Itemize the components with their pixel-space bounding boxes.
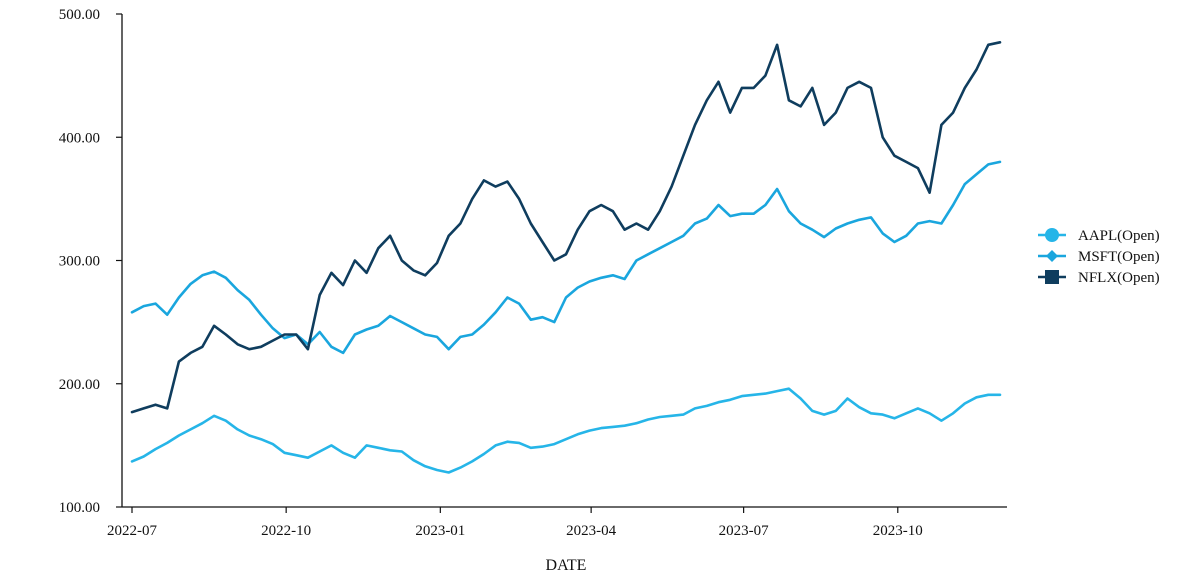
x-tick-label: 2023-04: [566, 523, 616, 539]
legend-label-aapl-open: AAPL(Open): [1078, 228, 1160, 244]
legend-marker-nflx-open: [1045, 270, 1059, 284]
axes: [121, 14, 1007, 508]
x-tick-label: 2023-10: [873, 523, 923, 539]
y-tick-label: 100.00: [59, 500, 100, 516]
x-tick-label: 2022-07: [107, 523, 157, 539]
y-tick-label: 500.00: [59, 7, 100, 23]
legend-label-nflx-open: NFLX(Open): [1078, 270, 1160, 286]
y-ticks: 100.00 200.00 300.00 400.00 500.00: [59, 7, 122, 516]
x-tick-label: 2023-01: [415, 523, 465, 539]
legend-label-msft-open: MSFT(Open): [1078, 249, 1160, 265]
x-ticks: 2022-07 2022-10 2023-01 2023-04 2023-07 2023-…: [107, 507, 923, 539]
x-tick-label: 2023-07: [719, 523, 769, 539]
series-line-nflx-open: [130, 41, 1002, 414]
series-line-aapl-open: [130, 387, 1002, 474]
legend: AAPL(Open) MSFT(Open) NFLX(Open): [1038, 228, 1160, 286]
legend-marker-aapl-open: [1045, 228, 1059, 242]
legend-marker-msft-open: [1046, 250, 1058, 262]
y-tick-label: 200.00: [59, 377, 100, 393]
x-tick-label: 2022-10: [261, 523, 311, 539]
y-tick-label: 400.00: [59, 130, 100, 146]
x-axis-title: DATE: [546, 557, 587, 574]
series-line-msft-open: [130, 160, 1002, 355]
y-tick-label: 300.00: [59, 254, 100, 270]
series-lines: [130, 41, 1002, 474]
